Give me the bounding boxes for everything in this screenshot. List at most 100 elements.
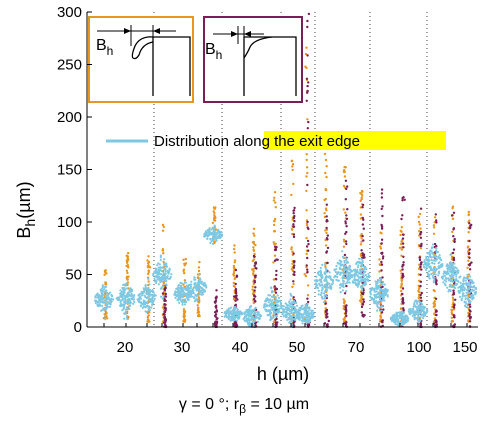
- blue-point: [437, 255, 440, 258]
- purple-point: [418, 256, 421, 259]
- blue-point: [458, 276, 461, 279]
- blue-point: [325, 271, 328, 274]
- blue-point: [297, 315, 300, 319]
- blue-point: [434, 254, 437, 257]
- blue-point: [192, 296, 196, 299]
- purple-point: [469, 310, 472, 313]
- orange-point: [343, 175, 347, 178]
- x-tick-label: 100: [406, 339, 431, 356]
- blue-point: [142, 287, 145, 290]
- blue-point: [451, 271, 454, 274]
- blue-point: [256, 313, 259, 316]
- blue-point: [470, 296, 473, 299]
- purple-point: [292, 235, 296, 239]
- orange-point: [211, 221, 215, 225]
- blue-point: [423, 259, 426, 262]
- orange-point: [324, 188, 328, 192]
- blue-point: [426, 258, 430, 261]
- blue-point: [378, 285, 381, 288]
- purple-point: [305, 245, 309, 248]
- purple-point: [468, 268, 472, 271]
- blue-point: [301, 316, 304, 319]
- blue-point: [328, 282, 331, 285]
- blue-point: [103, 288, 106, 291]
- purple-point: [381, 276, 384, 279]
- blue-point: [274, 314, 277, 318]
- orange-point: [467, 231, 470, 234]
- blue-point: [180, 282, 184, 285]
- purple-point: [306, 220, 309, 224]
- blue-point: [363, 265, 366, 268]
- purple-point: [345, 321, 348, 324]
- blue-point: [437, 271, 440, 274]
- purple-point: [361, 252, 364, 255]
- blue-point: [425, 268, 428, 271]
- legend-highlight: [264, 131, 446, 150]
- blue-point: [124, 312, 127, 316]
- purple-point: [275, 245, 278, 249]
- blue-point: [375, 300, 378, 303]
- blue-point: [447, 277, 450, 280]
- blue-point: [366, 279, 369, 282]
- blue-point: [426, 310, 429, 313]
- blue-point: [416, 310, 419, 313]
- blue-point: [268, 313, 271, 316]
- blue-point: [444, 276, 447, 280]
- blue-point: [100, 293, 103, 296]
- x-tick-labels: 20 30 40 50 70 100 150: [117, 339, 478, 356]
- blue-point: [346, 260, 349, 263]
- blue-point: [254, 315, 257, 318]
- purple-point: [362, 298, 365, 301]
- blue-point: [198, 279, 201, 282]
- blue-point: [179, 292, 182, 295]
- orange-point: [146, 272, 150, 276]
- orange-point: [252, 242, 256, 245]
- blue-point: [308, 320, 311, 324]
- blue-point: [378, 292, 381, 296]
- blue-point: [451, 262, 454, 265]
- blue-point: [268, 294, 272, 297]
- blue-point: [156, 264, 159, 267]
- blue-point: [272, 304, 275, 308]
- orange-point: [305, 223, 309, 227]
- blue-point: [143, 294, 146, 297]
- blue-point: [159, 258, 162, 261]
- blue-point: [342, 279, 345, 282]
- orange-point: [304, 65, 307, 68]
- orange-point: [360, 297, 363, 300]
- blue-point: [278, 310, 281, 313]
- blue-point: [177, 284, 181, 287]
- blue-point: [285, 316, 288, 319]
- purple-point: [254, 275, 257, 279]
- orange-point: [379, 300, 382, 304]
- blue-point: [180, 299, 183, 302]
- blue-point: [178, 301, 181, 304]
- blue-point: [181, 296, 184, 299]
- orange-point: [361, 190, 364, 193]
- purple-point: [420, 242, 423, 246]
- blue-point: [210, 228, 213, 231]
- blue-point: [465, 284, 468, 287]
- orange-point: [253, 252, 256, 256]
- blue-point: [215, 239, 218, 242]
- orange-point: [197, 266, 201, 269]
- orange-point: [213, 241, 216, 244]
- blue-point: [159, 254, 162, 257]
- blue-point: [385, 288, 388, 291]
- orange-point: [252, 227, 256, 230]
- blue-point: [427, 260, 430, 263]
- blue-point: [159, 273, 163, 276]
- blue-point: [305, 306, 309, 309]
- purple-point: [325, 226, 328, 230]
- blue-point: [201, 287, 204, 290]
- blue-point: [339, 273, 342, 276]
- purple-point: [344, 198, 347, 201]
- blue-point: [472, 289, 475, 292]
- blue-point: [449, 265, 452, 268]
- purple-point: [360, 305, 364, 309]
- caption-post: = 10 µm: [246, 396, 310, 413]
- blue-point: [129, 294, 132, 298]
- blue-point: [337, 262, 340, 265]
- blue-point: [441, 277, 444, 280]
- blue-point: [217, 231, 220, 234]
